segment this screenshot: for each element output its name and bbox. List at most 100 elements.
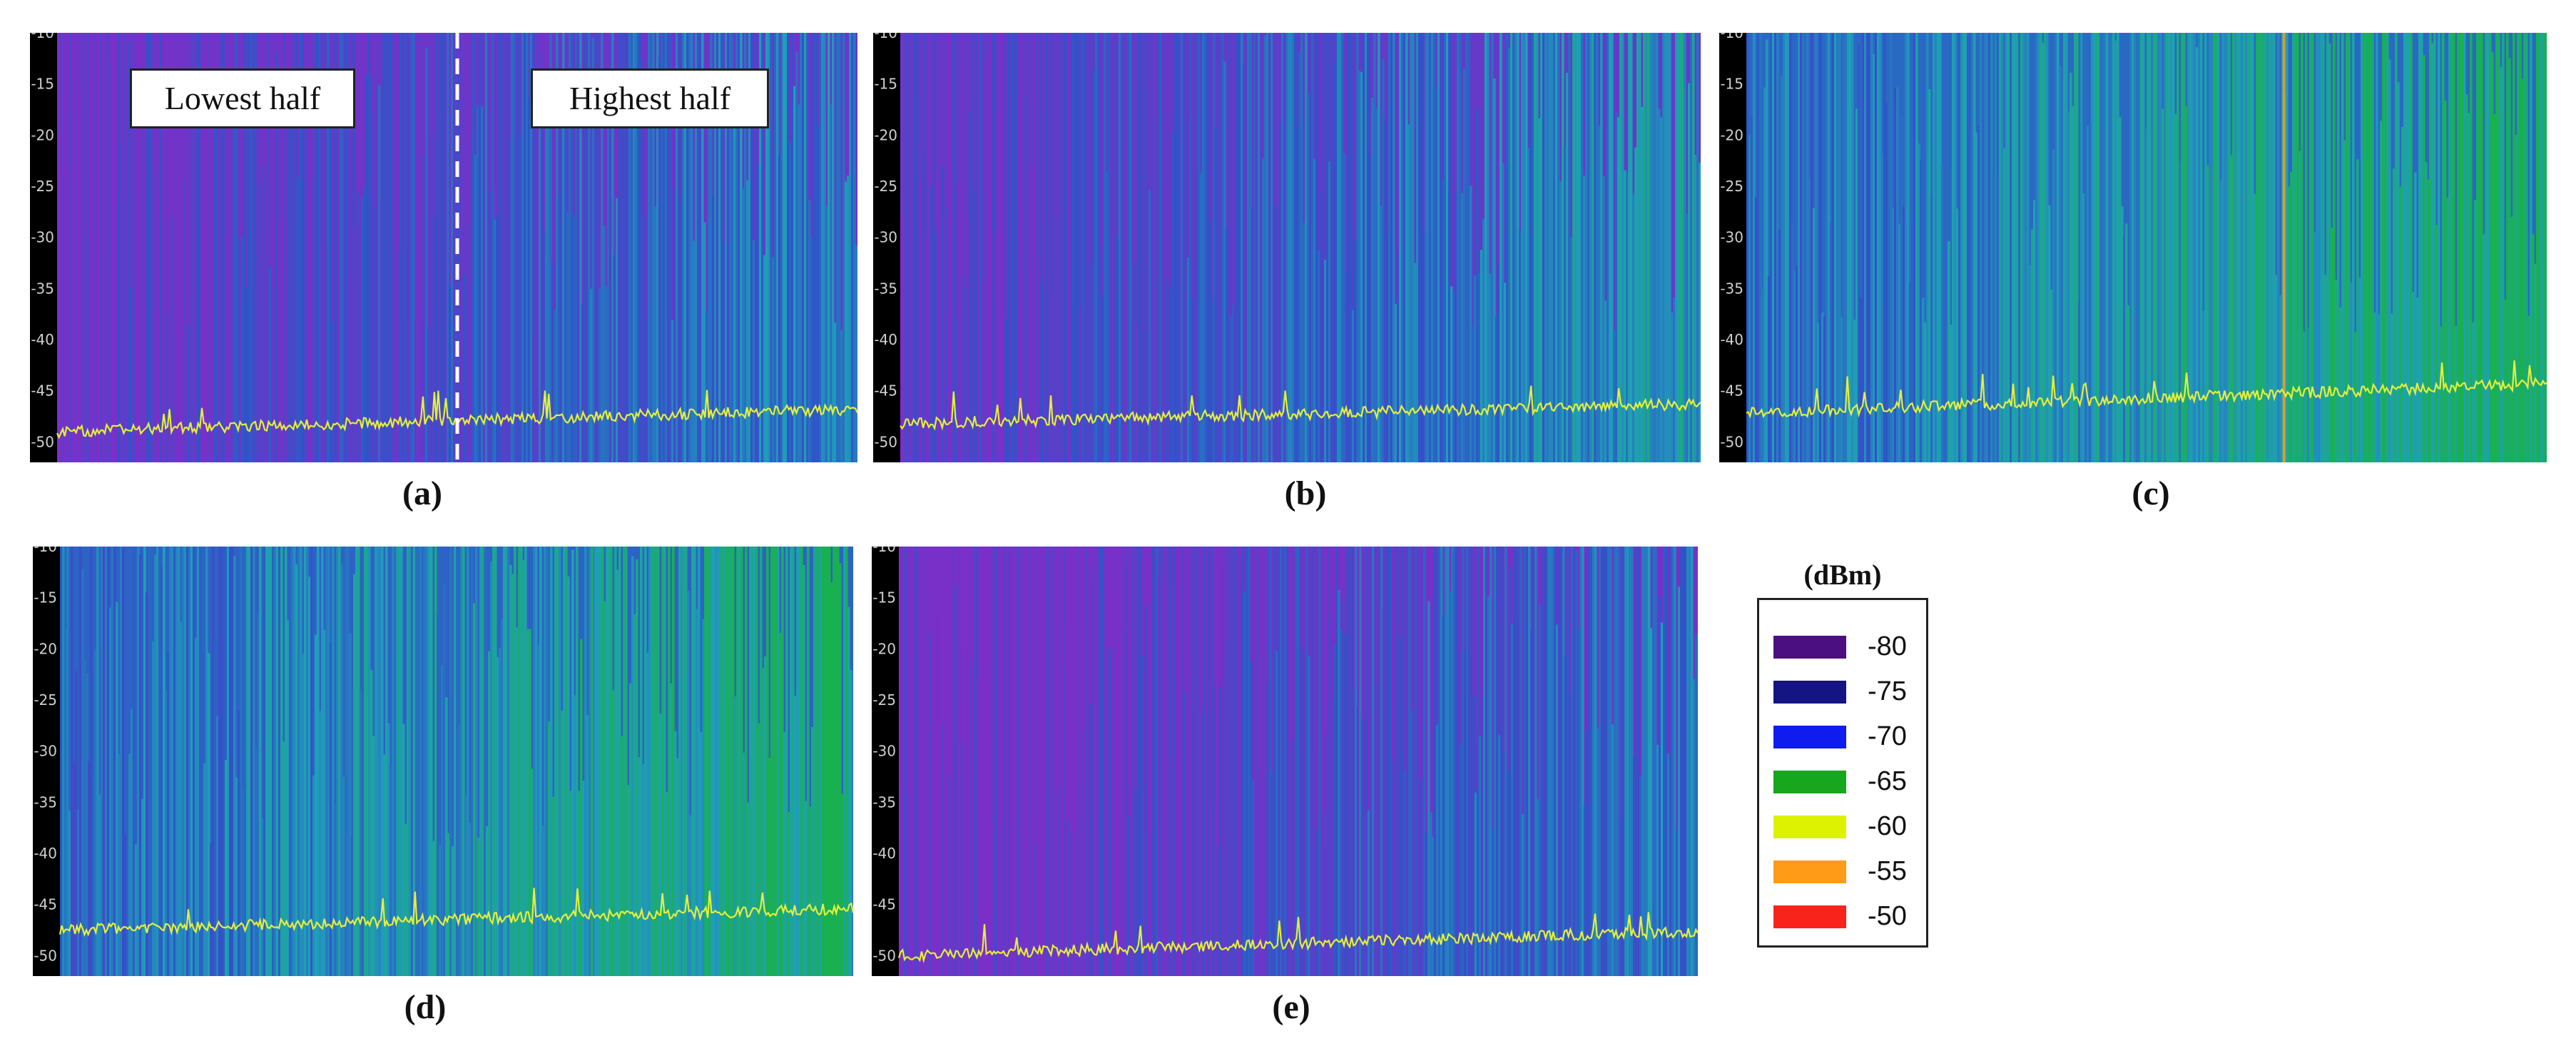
- spectrum-stripe: [1965, 33, 1967, 462]
- spectrum-stripe: [1549, 33, 1552, 462]
- spectrum-stripe: [1395, 547, 1398, 976]
- spectrum-stripe: [331, 321, 334, 462]
- spectrum-stripe: [1258, 768, 1261, 976]
- spectrum-stripe: [696, 609, 698, 976]
- spectrum-stripe: [426, 547, 429, 976]
- spectrum-stripe: [990, 33, 993, 462]
- spectrum-stripe: [1605, 547, 1608, 976]
- spectrum-stripe: [1101, 295, 1104, 462]
- spectrum-stripe: [1124, 565, 1126, 976]
- spectrum-stripe: [1325, 734, 1328, 976]
- spectrum-stripe: [494, 219, 497, 462]
- spectrum-stripe: [601, 33, 604, 462]
- spectrum-stripe: [1686, 213, 1689, 462]
- spectrum-stripe: [1331, 699, 1334, 976]
- spectrum-stripe: [806, 33, 809, 462]
- spectrum-stripe: [516, 627, 519, 976]
- spectrum-stripe: [1296, 127, 1299, 462]
- spectrum-stripe: [1275, 205, 1278, 462]
- spectrum-stripe: [1969, 33, 1972, 462]
- spectrum-stripe: [1404, 771, 1407, 976]
- spectrum-stripe: [378, 85, 381, 462]
- spectrum-stripe: [1544, 33, 1547, 462]
- spectrum-stripe: [1585, 33, 1588, 462]
- spectrum-stripe: [524, 547, 527, 976]
- spectrum-stripe: [282, 741, 285, 976]
- spectrum-stripe: [1502, 751, 1505, 976]
- spectrum-stripe: [2515, 135, 2518, 462]
- spectrum-stripe: [1607, 33, 1609, 462]
- spectrum-stripe: [770, 33, 773, 462]
- spectrum-stripe: [761, 33, 764, 462]
- spectrum-stripe: [365, 73, 368, 462]
- spectrum-stripe: [319, 711, 322, 976]
- spectrum-stripe: [1104, 547, 1107, 976]
- spectrum-stripe: [2448, 33, 2451, 462]
- spectrum-stripe: [1885, 103, 1888, 462]
- spectrum-stripe: [2217, 33, 2220, 462]
- spectrum-stripe: [1201, 711, 1203, 976]
- spectrum-stripe: [85, 238, 88, 462]
- spectrum-stripe: [361, 198, 364, 462]
- y-tick-label: -30: [31, 229, 54, 246]
- spectrum-stripe: [674, 731, 677, 976]
- spectrum-stripe: [2530, 33, 2532, 462]
- spectrum-stripe: [1055, 664, 1058, 976]
- spectrum-stripe: [529, 629, 531, 976]
- spectrum-stripe: [845, 547, 848, 976]
- spectrum-stripe: [1639, 776, 1642, 976]
- spectrum-stripe: [1616, 547, 1619, 976]
- spectrum-stripe: [749, 547, 752, 976]
- spectrum-stripe: [2350, 283, 2353, 462]
- spectrum-stripe: [1389, 547, 1392, 976]
- spectrum-stripe: [1223, 61, 1226, 462]
- spectrum-stripe: [1502, 163, 1505, 462]
- spectrum-stripe: [190, 547, 193, 976]
- spectrum-stripe: [278, 547, 281, 976]
- spectrum-stripe: [1622, 547, 1625, 976]
- y-tick-label: -20: [34, 640, 57, 657]
- spectrum-stripe: [505, 547, 508, 976]
- spectrum-stripe: [604, 601, 606, 976]
- spectrum-stripe: [2142, 33, 2145, 462]
- spectrum-stripe: [813, 33, 815, 462]
- spectrum-stripe: [932, 33, 935, 462]
- spectrum-stripe: [2513, 33, 2515, 462]
- spectrum-stripe: [119, 145, 122, 462]
- spectrum-stripe: [1950, 325, 1953, 462]
- spectrum-stripe: [1515, 547, 1518, 976]
- spectrum-stripe: [2403, 33, 2406, 462]
- spectrum-stripe: [156, 547, 159, 976]
- spectrum-stripe: [1543, 547, 1546, 976]
- spectrum-stripe: [783, 33, 785, 462]
- spectrum-stripe: [1596, 33, 1599, 462]
- spectrum-stripe: [503, 547, 506, 976]
- spectrum-stripe: [1149, 190, 1151, 462]
- spectrum-stripe: [2149, 33, 2152, 462]
- spectrum-stripe: [967, 547, 970, 976]
- spectrum-stripe: [668, 547, 671, 976]
- y-tick-label: -20: [872, 640, 896, 657]
- spectrum-stripe: [1851, 33, 1854, 462]
- spectrum-stripe: [533, 547, 536, 976]
- spectrum-stripe: [419, 33, 422, 462]
- spectrum-stripe: [1062, 800, 1064, 976]
- spectrum-stripe: [330, 643, 332, 976]
- spectrum-stripe: [747, 802, 750, 976]
- spectrum-stripe: [2211, 33, 2214, 462]
- spectrum-stripe: [715, 547, 718, 976]
- spectrum-stripe: [1076, 33, 1079, 462]
- spectrum-stripe: [738, 33, 740, 462]
- spectrum-stripe: [2406, 33, 2408, 462]
- spectrum-stripe: [1527, 148, 1530, 462]
- spectrum-stripe: [2204, 33, 2207, 462]
- spectrum-stripe: [2185, 106, 2188, 462]
- spectrum-stripe: [1461, 193, 1464, 462]
- spectrum-stripe: [2506, 33, 2509, 462]
- spectrum-stripe: [501, 619, 504, 976]
- spectrum-stripe: [2301, 33, 2303, 462]
- spectrum-stripe: [79, 547, 82, 976]
- spectrum-stripe: [504, 33, 507, 462]
- spectrum-stripe: [1619, 33, 1622, 462]
- spectrum-stripe: [1036, 547, 1039, 976]
